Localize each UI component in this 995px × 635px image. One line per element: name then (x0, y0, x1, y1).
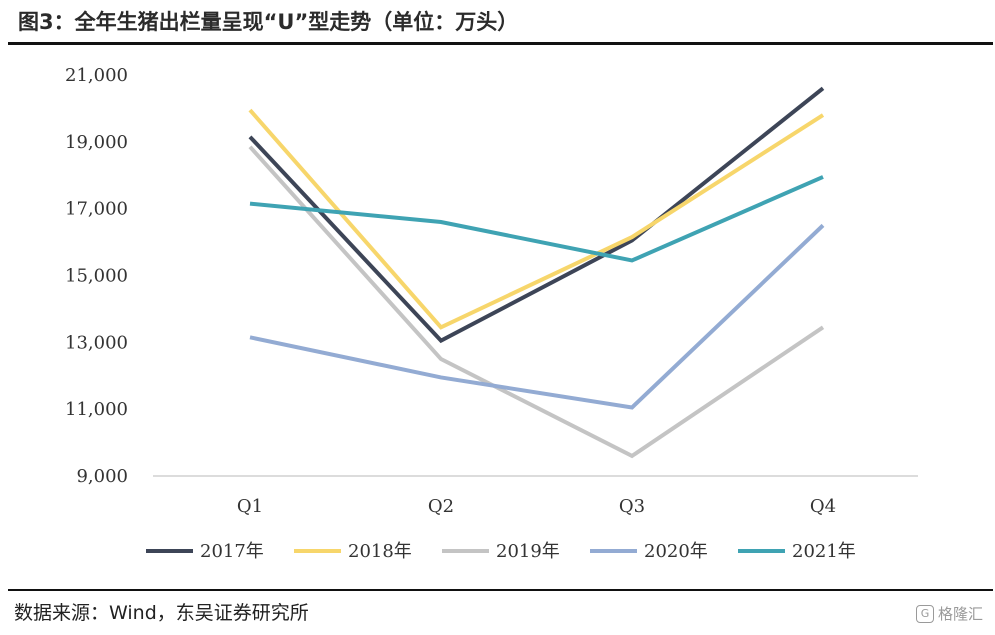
series-line-4 (249, 223, 825, 410)
legend-label: 2021年 (792, 541, 856, 562)
watermark: G 格隆汇 (915, 603, 983, 624)
y-tick-label: 9,000 (76, 466, 128, 487)
watermark-text: 格隆汇 (937, 605, 983, 623)
bottom-rule (8, 589, 993, 591)
y-tick-label: 17,000 (65, 199, 128, 220)
top-rule (8, 42, 993, 45)
series-line-2 (248, 108, 825, 330)
y-tick-label: 19,000 (65, 132, 128, 153)
legend-label: 2020年 (644, 541, 708, 562)
legend-label: 2019年 (496, 541, 560, 562)
x-tick-label: Q2 (428, 496, 454, 517)
x-tick-label: Q3 (619, 496, 645, 517)
x-tick-label: Q1 (237, 496, 263, 517)
series-line-3 (248, 145, 825, 459)
y-tick-label: 21,000 (65, 65, 128, 86)
legend-label: 2017年 (200, 541, 264, 562)
watermark-logo-icon: G (915, 604, 934, 623)
figure-title: 图3：全年生猪出栏量呈现“U”型走势（单位：万头） (18, 10, 519, 34)
y-tick-label: 11,000 (65, 399, 128, 420)
x-tick-label: Q4 (810, 496, 836, 517)
y-tick-label: 15,000 (65, 266, 128, 287)
series-line-1 (248, 86, 825, 344)
y-tick-label: 13,000 (65, 332, 128, 353)
series-line-5 (249, 175, 824, 263)
legend-label: 2018年 (348, 541, 412, 562)
source-note: 数据来源：Wind，东吴证券研究所 (14, 602, 309, 624)
